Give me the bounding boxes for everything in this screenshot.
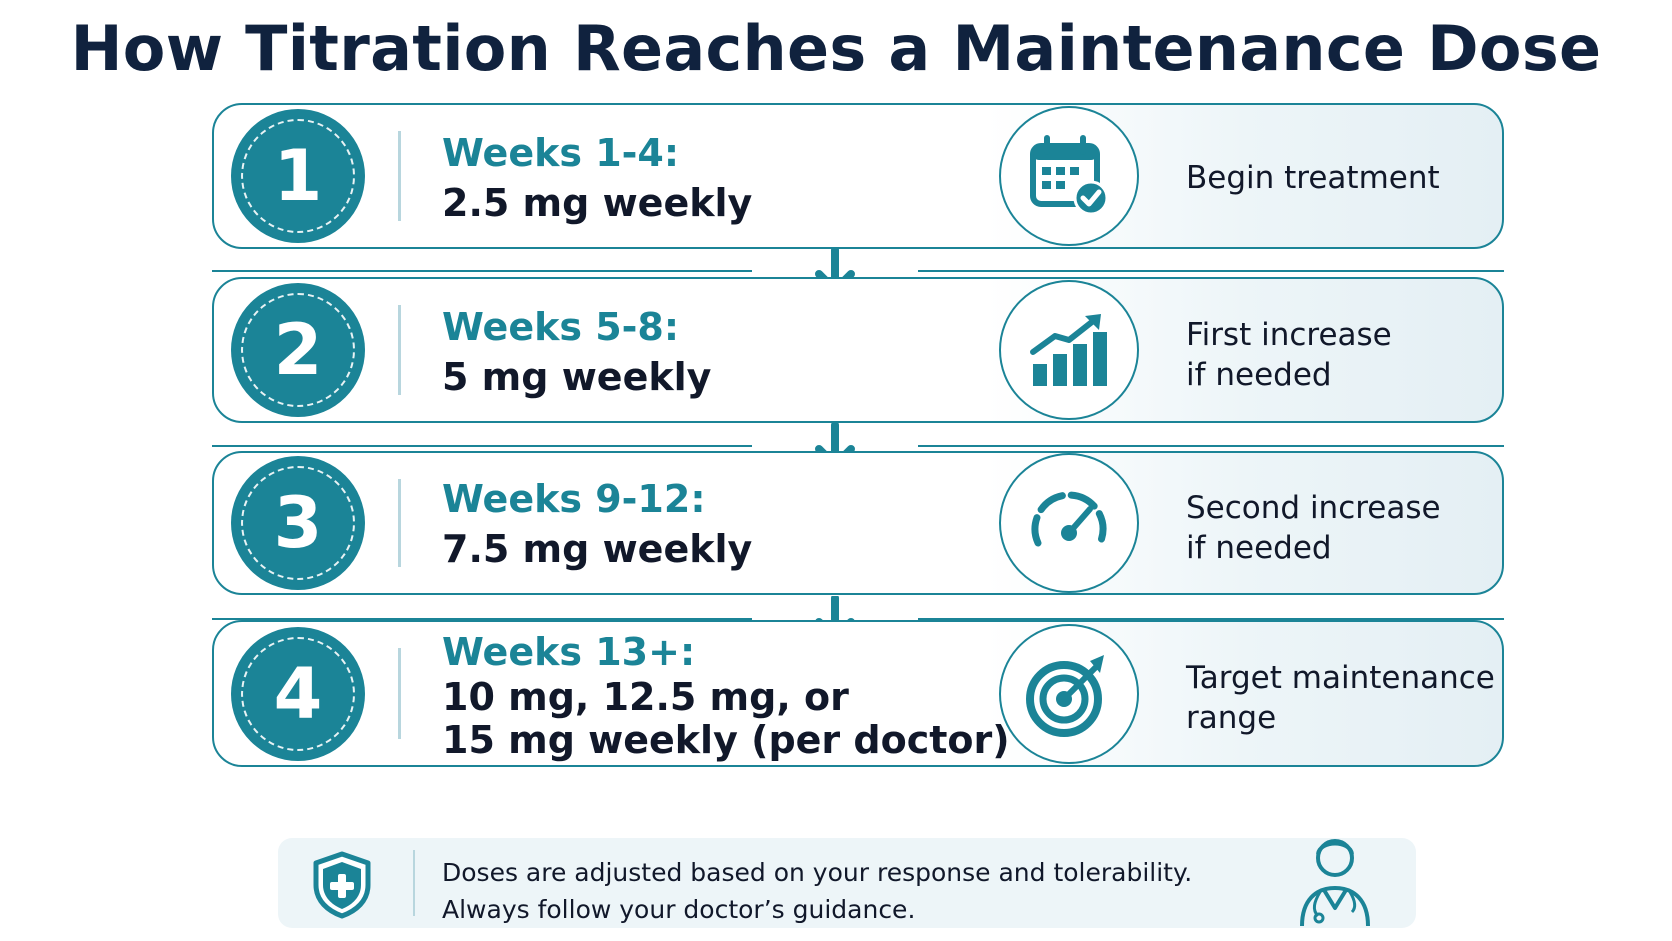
step-card-2: 2 Weeks 5-8: 5 mg weekly First increase … bbox=[212, 277, 1504, 423]
step-number-badge: 1 bbox=[231, 109, 365, 243]
step-dose: 2.5 mg weekly bbox=[442, 181, 753, 225]
note-line-2: Always follow your doctor’s guidance. bbox=[442, 895, 916, 924]
step-description: Begin treatment bbox=[1186, 160, 1440, 196]
note-line-1: Doses are adjusted based on your respons… bbox=[442, 858, 1193, 887]
note-text: Doses are adjusted based on your respons… bbox=[442, 854, 1192, 928]
step-number-badge: 3 bbox=[231, 456, 365, 590]
step-dose: 5 mg weekly bbox=[442, 355, 712, 399]
step-icon-circle bbox=[999, 453, 1139, 593]
step-dose: 7.5 mg weekly bbox=[442, 527, 753, 571]
step-description: Target maintenance range bbox=[1186, 660, 1495, 736]
step-weeks: Weeks 9-12: bbox=[442, 477, 706, 521]
step-number: 2 bbox=[273, 309, 323, 391]
step-dose-line-2: 15 mg weekly (per doctor) bbox=[442, 718, 1010, 762]
divider bbox=[398, 305, 401, 395]
doctor-icon bbox=[1300, 839, 1370, 927]
step-card-3: 3 Weeks 9-12: 7.5 mg weekly Second incre… bbox=[212, 451, 1504, 595]
step-number-badge: 4 bbox=[231, 626, 365, 761]
growth-chart-icon bbox=[1030, 314, 1107, 386]
target-icon bbox=[1026, 654, 1104, 737]
step-icon-circle bbox=[999, 623, 1139, 764]
step-card-1: 1 Weeks 1-4: 2.5 mg weekly Begin treatme… bbox=[212, 103, 1504, 249]
step-dose-line-1: 10 mg, 12.5 mg, or bbox=[442, 675, 849, 719]
divider bbox=[398, 479, 401, 567]
step-number: 3 bbox=[273, 482, 323, 564]
calendar-check-icon bbox=[1030, 135, 1109, 216]
step-icon-circle bbox=[999, 280, 1139, 420]
step-number: 1 bbox=[273, 135, 323, 217]
divider bbox=[398, 131, 401, 221]
step-card-4: 4 Weeks 13+: 10 mg, 12.5 mg, or 15 mg we… bbox=[212, 620, 1504, 767]
step-number: 4 bbox=[273, 652, 323, 735]
speedometer-icon bbox=[1031, 491, 1107, 547]
connector-line bbox=[212, 270, 752, 272]
connector-line bbox=[918, 445, 1504, 447]
connector-line bbox=[918, 270, 1504, 272]
guidance-note: Doses are adjusted based on your respons… bbox=[278, 838, 1416, 928]
step-weeks: Weeks 1-4: bbox=[442, 131, 680, 175]
connector-line bbox=[918, 618, 1504, 620]
step-description: First increase if needed bbox=[1186, 317, 1392, 393]
shield-plus-icon bbox=[313, 851, 371, 919]
divider bbox=[398, 648, 401, 739]
step-weeks: Weeks 5-8: bbox=[442, 305, 680, 349]
step-icon-circle bbox=[999, 106, 1139, 246]
connector-line bbox=[212, 445, 752, 447]
step-weeks: Weeks 13+: bbox=[442, 630, 696, 674]
step-number-badge: 2 bbox=[231, 283, 365, 417]
page-title: How Titration Reaches a Maintenance Dose bbox=[70, 12, 1602, 85]
divider bbox=[413, 850, 415, 916]
connector-line bbox=[212, 618, 752, 620]
step-description: Second increase if needed bbox=[1186, 490, 1441, 566]
